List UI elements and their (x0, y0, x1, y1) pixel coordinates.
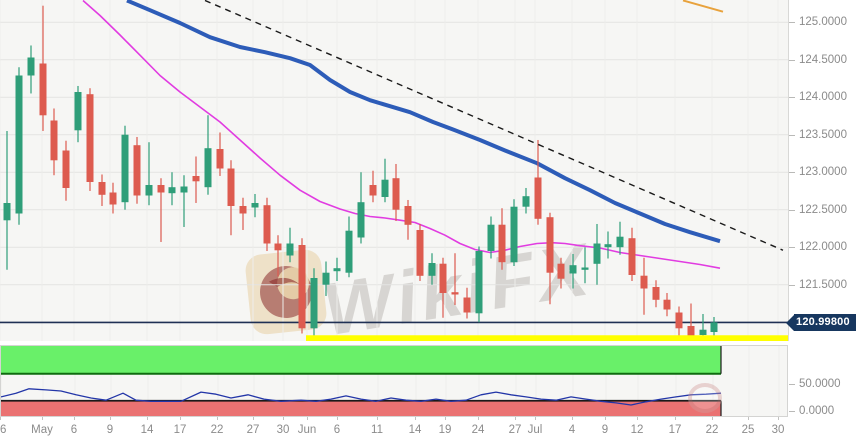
x-axis-tick (180, 417, 181, 420)
y-axis-tick (789, 410, 795, 412)
x-axis-tick (445, 417, 446, 420)
price-tag-arrow-icon (786, 314, 794, 331)
price-tag-value: 120.99800 (794, 314, 856, 331)
x-axis-label: 14 (140, 424, 154, 436)
x-axis-label: 6 (333, 424, 341, 436)
x-axis-label: Jun (297, 424, 317, 436)
x-axis-label: 14 (408, 424, 422, 436)
y-axis-tick (789, 134, 795, 136)
y-axis-label: 121.5000 (799, 278, 847, 291)
x-axis-label: 9 (106, 424, 114, 436)
y-axis-tick (789, 172, 795, 174)
y-axis-label: 122.5000 (799, 203, 847, 216)
x-axis-label: 17 (173, 424, 187, 436)
x-axis-label: 17 (668, 424, 682, 436)
x-axis-tick (535, 417, 536, 420)
x-axis-tick (110, 417, 111, 420)
y-axis-label: 123.0000 (799, 166, 847, 179)
x-axis-label: Jul (527, 424, 543, 436)
x-axis-tick (337, 417, 338, 420)
x-axis-tick (74, 417, 75, 420)
x-axis-label: 19 (438, 424, 452, 436)
y-axis-label: 50.0000 (799, 377, 841, 390)
y-axis-label: 125.0000 (799, 16, 847, 29)
x-axis-tick (147, 417, 148, 420)
x-axis-tick (478, 417, 479, 420)
x-axis-tick (605, 417, 606, 420)
x-axis-tick (637, 417, 638, 420)
main-price-plot: WikiFX (0, 0, 789, 351)
y-axis-label: 124.0000 (799, 91, 847, 104)
x-axis-label: 26 (0, 424, 7, 436)
x-axis-tick (712, 417, 713, 420)
x-axis-label: 6 (70, 424, 78, 436)
x-axis-tick (415, 417, 416, 420)
y-axis-label: 0.0000 (799, 404, 835, 417)
x-axis-label: 24 (471, 424, 485, 436)
indicator-canvas (1, 346, 780, 416)
x-axis-label: 11 (371, 424, 383, 436)
x-axis-tick (778, 417, 779, 420)
y-axis-label: 123.5000 (799, 128, 847, 141)
x-axis-label: 9 (601, 424, 609, 436)
x-axis-label: 12 (630, 424, 644, 436)
x-axis-tick (42, 417, 43, 420)
y-axis-label: 124.5000 (799, 53, 847, 66)
x-axis-label: 27 (508, 424, 522, 436)
x-axis-label: 4 (568, 424, 576, 436)
indicator-panel (0, 345, 788, 417)
x-axis-tick (283, 417, 284, 420)
y-axis-tick (789, 383, 795, 385)
x-axis-label: 25 (741, 424, 755, 436)
y-axis-tick (789, 22, 795, 24)
y-axis-tick (789, 247, 795, 249)
x-axis-label: 22 (705, 424, 719, 436)
watermark-circle-icon (688, 383, 722, 413)
x-axis-label: 27 (246, 424, 260, 436)
x-axis-tick (253, 417, 254, 420)
x-axis-tick (675, 417, 676, 420)
y-axis-tick (789, 97, 795, 99)
x-axis-tick (515, 417, 516, 420)
x-axis-label: 22 (210, 424, 224, 436)
x-axis-label: May (31, 424, 53, 436)
x-axis-tick (0, 417, 1, 420)
y-axis-tick (789, 284, 795, 286)
candlestick-canvas (0, 0, 788, 341)
x-axis-tick (217, 417, 218, 420)
x-axis-tick (377, 417, 378, 420)
x-axis-tick (572, 417, 573, 420)
y-axis-tick (789, 59, 795, 61)
y-axis-label: 122.0000 (799, 241, 847, 254)
x-axis-tick (748, 417, 749, 420)
last-price-tag: 120.99800 (786, 314, 856, 331)
y-axis-tick (789, 209, 795, 211)
x-axis-label: 30 (276, 424, 290, 436)
x-axis-tick (307, 417, 308, 420)
x-axis-label: 30 (771, 424, 785, 436)
